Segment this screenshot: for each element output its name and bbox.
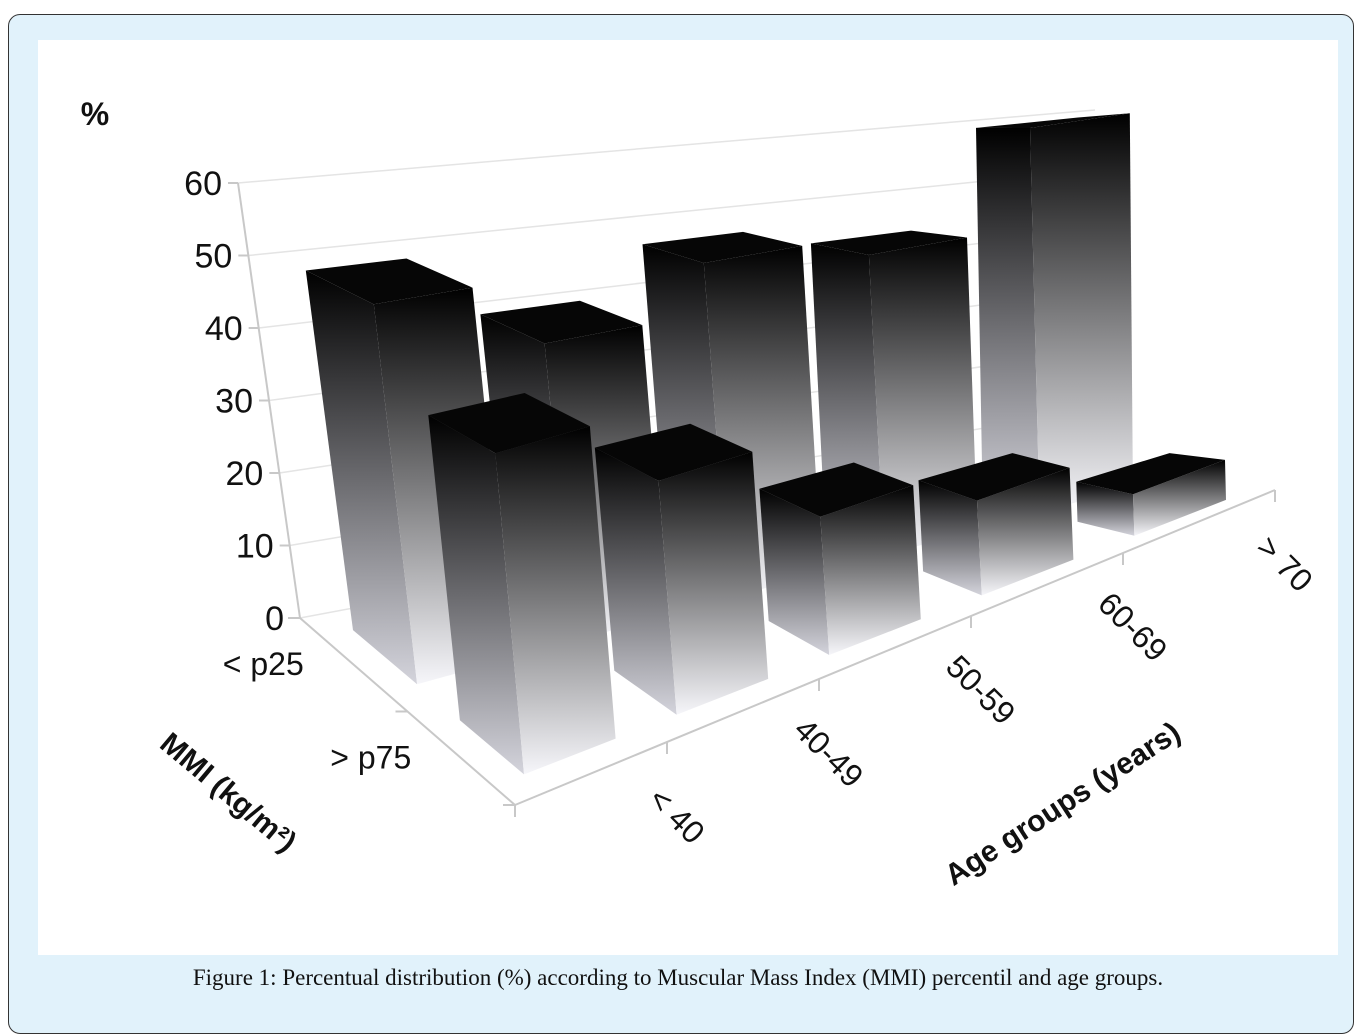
- bar-top: [918, 453, 1070, 501]
- y-axis-line: [237, 182, 301, 619]
- bar-side: [1076, 481, 1135, 536]
- y-tick-label: 0: [265, 600, 284, 638]
- bar-top: [305, 258, 473, 305]
- bar-front: [977, 467, 1074, 596]
- bar-top: [480, 300, 643, 344]
- bar-top: [1076, 453, 1225, 495]
- bar-side: [976, 127, 1040, 513]
- x-tick-label: 60-69: [1091, 585, 1174, 668]
- bar-top: [428, 393, 590, 454]
- bar-side: [759, 488, 830, 655]
- y-tick-label: 30: [215, 383, 253, 421]
- bar-top: [642, 231, 803, 263]
- bar-front: [1030, 113, 1133, 513]
- y-tick-label: 10: [236, 528, 274, 566]
- x-tick-label: > 70: [1250, 529, 1320, 599]
- y-tick-label: 40: [205, 310, 243, 348]
- grid-line: [237, 109, 1096, 184]
- x-tick-label: 50-59: [939, 648, 1022, 731]
- bar-side: [918, 480, 982, 596]
- bar-front: [658, 451, 769, 715]
- x-axis-line: [514, 489, 1276, 806]
- bar-side: [594, 447, 677, 715]
- bar-side: [305, 270, 418, 685]
- y-tick-label: 60: [184, 165, 222, 203]
- chart: % Age groups (years) MMI (kg/m²) 0 10 20 30…: [81, 96, 1320, 893]
- grid-line: [248, 169, 1095, 257]
- bar-front: [1133, 459, 1226, 536]
- x-axis-title: Age groups (years): [939, 716, 1186, 893]
- bar-top: [976, 113, 1130, 128]
- y-tick-label: 50: [195, 238, 233, 276]
- y-axis-title: %: [81, 96, 109, 132]
- x-tick-label: < 40: [642, 781, 712, 851]
- z-axis-title: MMI (kg/m²): [154, 727, 303, 859]
- y-tick-label: 20: [226, 455, 264, 493]
- legend-label: > p75: [330, 739, 411, 775]
- bar-top: [759, 462, 914, 517]
- bar-side: [428, 415, 524, 775]
- bar-top: [594, 423, 753, 481]
- x-tick-label: 40-49: [787, 711, 870, 794]
- bar-front: [495, 426, 616, 775]
- caption: Figure 1: Percentual distribution (%) ac…: [192, 965, 1164, 990]
- bar-top: [810, 230, 967, 255]
- bar-front: [820, 485, 921, 655]
- legend-label: < p25: [223, 646, 304, 682]
